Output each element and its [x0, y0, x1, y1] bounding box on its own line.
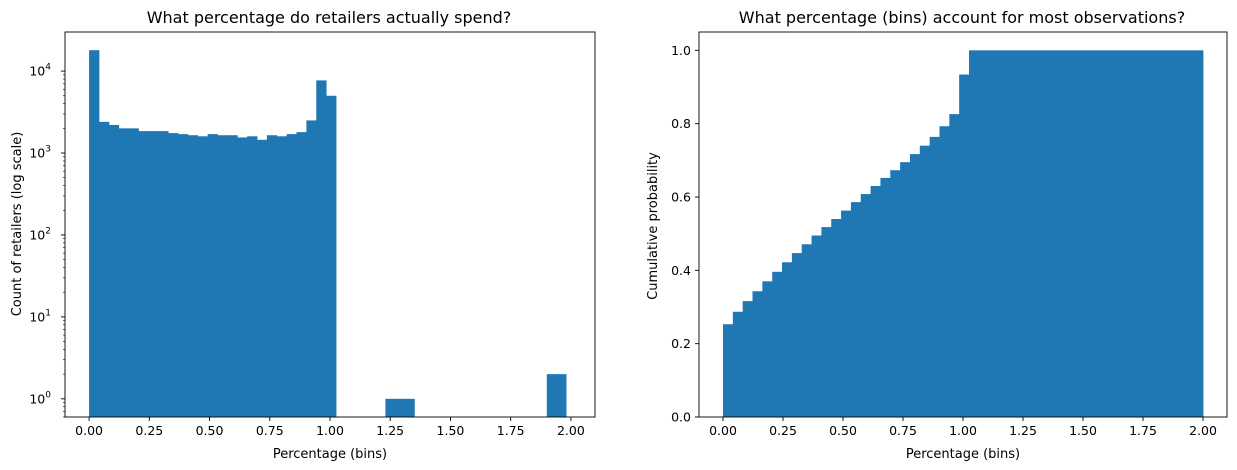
plot-frame — [698, 31, 1228, 418]
x-tick-label: 1.25 — [376, 423, 404, 438]
histogram-bar — [909, 154, 921, 417]
histogram-bar — [286, 134, 297, 417]
x-tick-label: 0.75 — [889, 423, 917, 438]
x-tick-label: 2.00 — [1189, 423, 1217, 438]
x-tick-label: 1.50 — [437, 423, 465, 438]
x-tick-label: 1.75 — [1129, 423, 1157, 438]
cumulative-panel: What percentage (bins) account for most … — [646, 8, 1228, 462]
y-tick-label: 0.8 — [671, 116, 691, 131]
histogram-bar — [89, 50, 100, 418]
histogram-bar — [207, 134, 218, 417]
x-tick-label: 0.50 — [196, 423, 224, 438]
y-tick-label: 0.2 — [671, 336, 691, 351]
histogram-bar — [919, 145, 931, 418]
histogram-bar — [257, 139, 268, 418]
histogram-bar — [890, 170, 901, 417]
histogram-bar — [316, 80, 327, 417]
histogram-bar — [197, 136, 209, 418]
x-axis-label: Percentage (bins) — [906, 447, 1020, 462]
chart-title: What percentage do retailers actually sp… — [147, 8, 512, 27]
histogram-bar — [385, 398, 415, 417]
x-tick-label: 1.75 — [497, 423, 525, 438]
histogram-bar — [860, 194, 871, 417]
chart-title: What percentage (bins) account for most … — [739, 8, 1185, 27]
histogram-bar — [949, 114, 960, 417]
x-tick-label: 1.00 — [949, 423, 977, 438]
histogram-bar — [326, 95, 337, 417]
histogram-bar — [850, 202, 862, 417]
x-tick-label: 1.50 — [1069, 423, 1097, 438]
histogram-bar — [108, 124, 120, 417]
bars-group — [723, 50, 1204, 418]
histogram-bar — [128, 128, 139, 418]
histogram-bar — [900, 162, 911, 417]
histogram-bar — [772, 271, 783, 417]
histogram-bar — [841, 210, 852, 417]
x-tick-label: 0.25 — [769, 423, 797, 438]
histogram-bar — [762, 281, 773, 417]
x-tick-label: 0.00 — [75, 423, 103, 438]
x-tick-label: 0.00 — [709, 423, 737, 438]
x-tick-label: 0.25 — [135, 423, 163, 438]
y-tick-label: 0.0 — [671, 410, 691, 425]
x-tick-label: 0.50 — [829, 423, 857, 438]
y-axis-ticks: 100 101 102 103 104 — [29, 63, 65, 418]
histogram-bar — [723, 324, 734, 417]
y-axis-ticks: 0.0 0.2 0.4 0.6 0.8 1.0 — [671, 43, 699, 425]
y-axis-label: Cumulative probability — [646, 152, 661, 300]
histogram-bar — [148, 131, 159, 417]
y-tick-label: 104 — [29, 63, 51, 79]
histogram-bar — [939, 126, 950, 417]
histogram-bar — [880, 177, 891, 417]
histogram-bar — [929, 136, 940, 417]
histogram-bar — [266, 135, 278, 417]
histogram-bar — [296, 132, 307, 418]
y-tick-label: 0.4 — [671, 263, 691, 278]
y-tick-label: 101 — [29, 308, 51, 324]
y-tick-label: 102 — [29, 226, 51, 242]
x-tick-label: 0.75 — [256, 423, 284, 438]
histogram-bar — [732, 311, 744, 417]
histogram-bar — [237, 137, 248, 417]
histogram-bar — [187, 135, 199, 417]
histogram-bar — [118, 128, 129, 418]
histogram-bar — [138, 131, 149, 417]
histogram-bar — [811, 235, 822, 417]
x-axis-label: Percentage (bins) — [273, 447, 387, 462]
y-axis-label: Count of retailers (log scale) — [10, 132, 25, 317]
histogram-bar — [276, 136, 288, 418]
histogram-bar — [782, 262, 793, 417]
histogram-bar — [227, 135, 238, 417]
histogram-bar — [791, 253, 803, 417]
histogram-bar — [969, 50, 1204, 417]
histogram-bar — [247, 136, 258, 418]
histogram-bar — [158, 131, 169, 417]
histogram-bar — [306, 120, 317, 418]
x-tick-label: 1.00 — [316, 423, 344, 438]
y-tick-label: 100 — [29, 390, 51, 406]
x-tick-label: 1.25 — [1009, 423, 1037, 438]
bars-group — [89, 50, 567, 418]
histogram-bar — [98, 121, 110, 418]
histogram-bar — [801, 244, 812, 417]
histogram-bar — [752, 291, 763, 417]
histogram-bar — [177, 134, 189, 417]
histogram-bar — [959, 74, 970, 417]
y-tick-label: 0.6 — [671, 190, 691, 205]
histogram-bar — [742, 301, 753, 417]
histogram-bar — [546, 374, 567, 417]
histogram-panel: What percentage do retailers actually sp… — [10, 8, 596, 462]
y-tick-label: 1.0 — [671, 43, 691, 58]
histogram-bar — [831, 219, 842, 417]
x-axis-ticks: 0.00 0.25 0.50 0.75 1.00 1.25 1.50 1.75 2.00 — [75, 417, 585, 438]
histogram-bar — [870, 186, 881, 417]
histogram-bar — [217, 135, 228, 417]
x-axis-ticks: 0.00 0.25 0.50 0.75 1.00 1.25 1.50 1.75 2.00 — [709, 417, 1217, 438]
x-tick-label: 2.00 — [557, 423, 585, 438]
histogram-bar — [821, 227, 832, 417]
plot-frame — [64, 31, 596, 418]
y-tick-label: 103 — [29, 145, 51, 161]
histogram-bar — [168, 133, 179, 418]
